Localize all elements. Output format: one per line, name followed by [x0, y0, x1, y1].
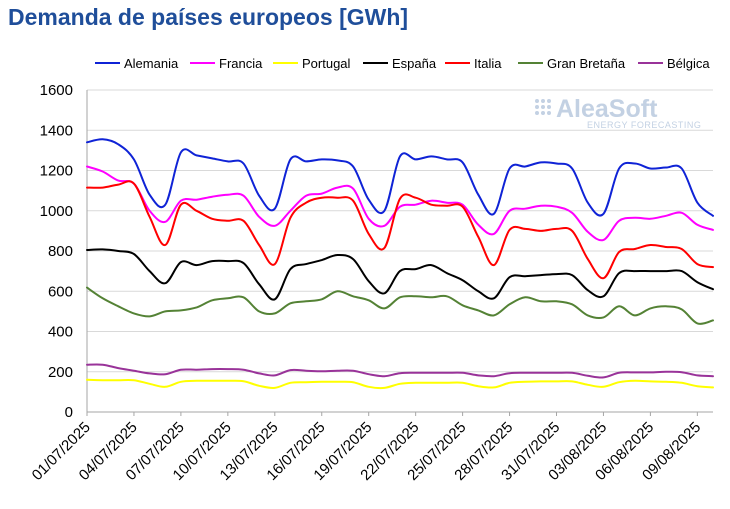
series-line-espana [86, 248, 714, 301]
logo-tagline: ENERGY FORECASTING [587, 120, 701, 130]
legend: Alemania Francia Portugal España Italia Gran … [95, 56, 710, 71]
legend-label-portugal: Portugal [302, 56, 351, 71]
legend-label-italia: Italia [474, 56, 502, 71]
series-lines [86, 138, 714, 390]
logo-dots-icon [535, 99, 551, 115]
y-tick-label: 1600 [40, 82, 73, 99]
legend-label-francia: Francia [219, 56, 263, 71]
logo-name: AleaSoft [556, 95, 658, 123]
y-tick-label: 800 [48, 243, 73, 260]
y-tick-label: 0 [65, 404, 73, 421]
y-tick-label: 400 [48, 324, 73, 341]
series-line-alemania [86, 138, 714, 217]
y-tick-label: 1200 [40, 163, 73, 180]
grid-lines [87, 89, 713, 413]
series-line-francia [86, 165, 714, 242]
legend-label-alemania: Alemania [124, 56, 179, 71]
y-tick-label: 1000 [40, 203, 73, 220]
series-line-italia [86, 180, 714, 280]
series-line-portugal [86, 378, 714, 390]
y-tick-label: 200 [48, 364, 73, 381]
y-tick-label: 600 [48, 283, 73, 300]
axes: 0200400600800100012001400160001/07/20250… [29, 82, 704, 484]
series-line-belgica [86, 363, 714, 379]
legend-label-espana: España [392, 56, 437, 71]
series-line-gran-bretana [86, 286, 714, 325]
legend-label-belgica: Bélgica [667, 56, 710, 71]
aleasoft-logo: AleaSoft ENERGY FORECASTING [535, 95, 701, 130]
legend-label-gran-bretana: Gran Bretaña [547, 56, 626, 71]
y-tick-label: 1400 [40, 122, 73, 139]
chart-title: Demanda de países europeos [GWh] [8, 4, 409, 30]
